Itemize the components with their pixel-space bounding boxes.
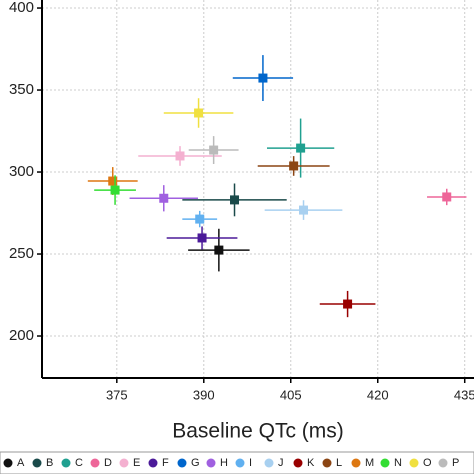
point: [159, 193, 169, 203]
point: [258, 73, 268, 83]
legend-marker: [351, 458, 361, 468]
legend-label: D: [104, 457, 112, 469]
y-tick-label: 300: [9, 163, 34, 180]
point: [110, 185, 120, 195]
legend-marker: [322, 458, 332, 468]
x-tick-label: 405: [280, 387, 302, 402]
legend-label: A: [17, 457, 25, 469]
legend-marker: [206, 458, 216, 468]
legend-marker: [235, 458, 245, 468]
point: [296, 143, 306, 153]
legend-marker: [380, 458, 390, 468]
point: [299, 205, 309, 215]
x-tick-label: 420: [367, 387, 389, 402]
legend-label: I: [249, 457, 252, 469]
legend-marker: [61, 458, 71, 468]
x-tick-label: 390: [193, 387, 215, 402]
legend-label: F: [162, 457, 169, 469]
y-tick-label: 350: [9, 81, 34, 98]
x-tick-label: 435: [454, 387, 474, 402]
legend-label: G: [191, 457, 200, 469]
legend-marker: [293, 458, 303, 468]
legend-label: H: [220, 457, 228, 469]
y-tick-label: 200: [9, 327, 34, 344]
legend-label: B: [46, 457, 53, 469]
point: [343, 299, 353, 309]
legend-label: J: [278, 457, 284, 469]
y-tick-label: 250: [9, 245, 34, 262]
x-axis-label: Baseline QTc (ms): [172, 420, 344, 443]
point: [194, 108, 204, 118]
legend-marker: [177, 458, 187, 468]
legend-marker: [264, 458, 274, 468]
point: [214, 245, 224, 255]
legend-marker: [3, 458, 13, 468]
legend-marker: [119, 458, 129, 468]
legend-label: N: [394, 457, 402, 469]
legend-marker: [90, 458, 100, 468]
y-tick-label: 400: [9, 0, 34, 16]
legend-label: L: [336, 457, 342, 469]
x-tick-label: 375: [106, 387, 128, 402]
legend-label: M: [365, 457, 374, 469]
point: [289, 161, 299, 171]
point: [175, 151, 185, 161]
legend-marker: [438, 458, 448, 468]
legend-marker: [148, 458, 158, 468]
legend-label: C: [75, 457, 83, 469]
point: [442, 192, 452, 202]
point: [108, 176, 118, 186]
legend-marker: [409, 458, 419, 468]
legend-marker: [32, 458, 42, 468]
point: [195, 214, 205, 224]
point: [209, 145, 219, 155]
point: [197, 233, 207, 243]
point: [230, 195, 240, 205]
legend-label: P: [452, 457, 459, 469]
legend-label: O: [423, 457, 432, 469]
legend-label: E: [133, 457, 140, 469]
legend-label: K: [307, 457, 315, 469]
